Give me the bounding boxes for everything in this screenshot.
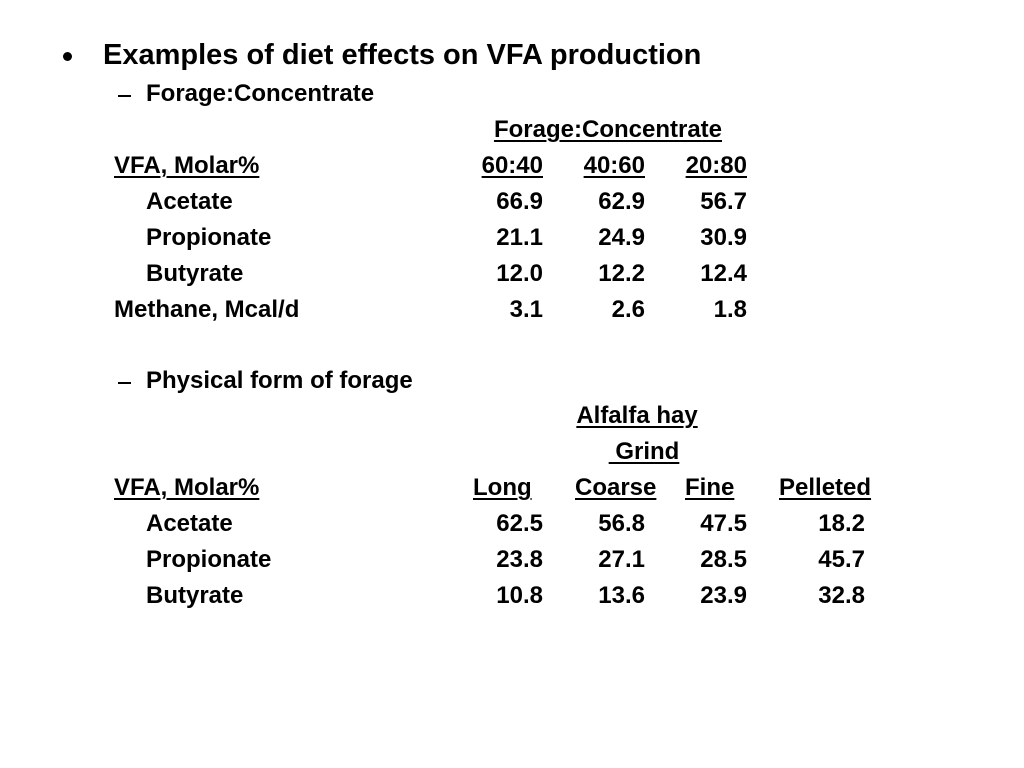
cell: 56.8 (598, 510, 645, 537)
cell: 3.1 (509, 296, 543, 323)
row-label: Acetate (146, 188, 233, 215)
cell: 23.9 (700, 582, 747, 609)
column-header: Fine (685, 474, 735, 501)
row-label: Methane, Mcal/d (114, 296, 300, 323)
bullet-dot (63, 52, 72, 61)
row-label: Propionate (146, 224, 272, 251)
subtitle: Physical form of forage (146, 367, 413, 394)
cell: 62.9 (598, 188, 645, 215)
cell: 30.9 (700, 224, 747, 251)
column-header: 20:80 (685, 152, 747, 179)
column-header: Coarse (575, 474, 657, 501)
cell: 13.6 (598, 582, 645, 609)
cell: 47.5 (700, 510, 747, 537)
sub-group-header: Grind (608, 438, 680, 465)
dash (118, 95, 131, 97)
row-label: Butyrate (146, 582, 244, 609)
group-header: Alfalfa hay (576, 402, 698, 429)
cell: 1.8 (713, 296, 747, 323)
cell: 12.2 (598, 260, 645, 287)
cell: 32.8 (818, 582, 865, 609)
cell: 18.2 (818, 510, 865, 537)
cell: 24.9 (598, 224, 645, 251)
cell: 23.8 (496, 546, 543, 573)
row-label: Acetate (146, 510, 233, 537)
cell: 12.0 (496, 260, 543, 287)
cell: 21.1 (496, 224, 543, 251)
bullet-text: Examples of diet effects on VFA producti… (103, 39, 702, 71)
column-header: Pelleted (779, 474, 872, 501)
cell: 56.7 (700, 188, 747, 215)
cell: 45.7 (818, 546, 865, 573)
subtitle: Forage:Concentrate (146, 80, 375, 107)
cell: 2.6 (611, 296, 645, 323)
column-header: Long (473, 474, 532, 501)
row-header: VFA, Molar% (114, 152, 260, 179)
cell: 28.5 (700, 546, 747, 573)
cell: 10.8 (496, 582, 543, 609)
cell: 12.4 (700, 260, 747, 287)
group-header: Forage:Concentrate (493, 116, 723, 143)
cell: 62.5 (496, 510, 543, 537)
column-header: 40:60 (583, 152, 645, 179)
cell: 27.1 (598, 546, 645, 573)
column-header: 60:40 (481, 152, 543, 179)
row-label: Butyrate (146, 260, 244, 287)
row-label: Propionate (146, 546, 272, 573)
row-header: VFA, Molar% (114, 474, 260, 501)
dash (118, 382, 131, 384)
cell: 66.9 (496, 188, 543, 215)
